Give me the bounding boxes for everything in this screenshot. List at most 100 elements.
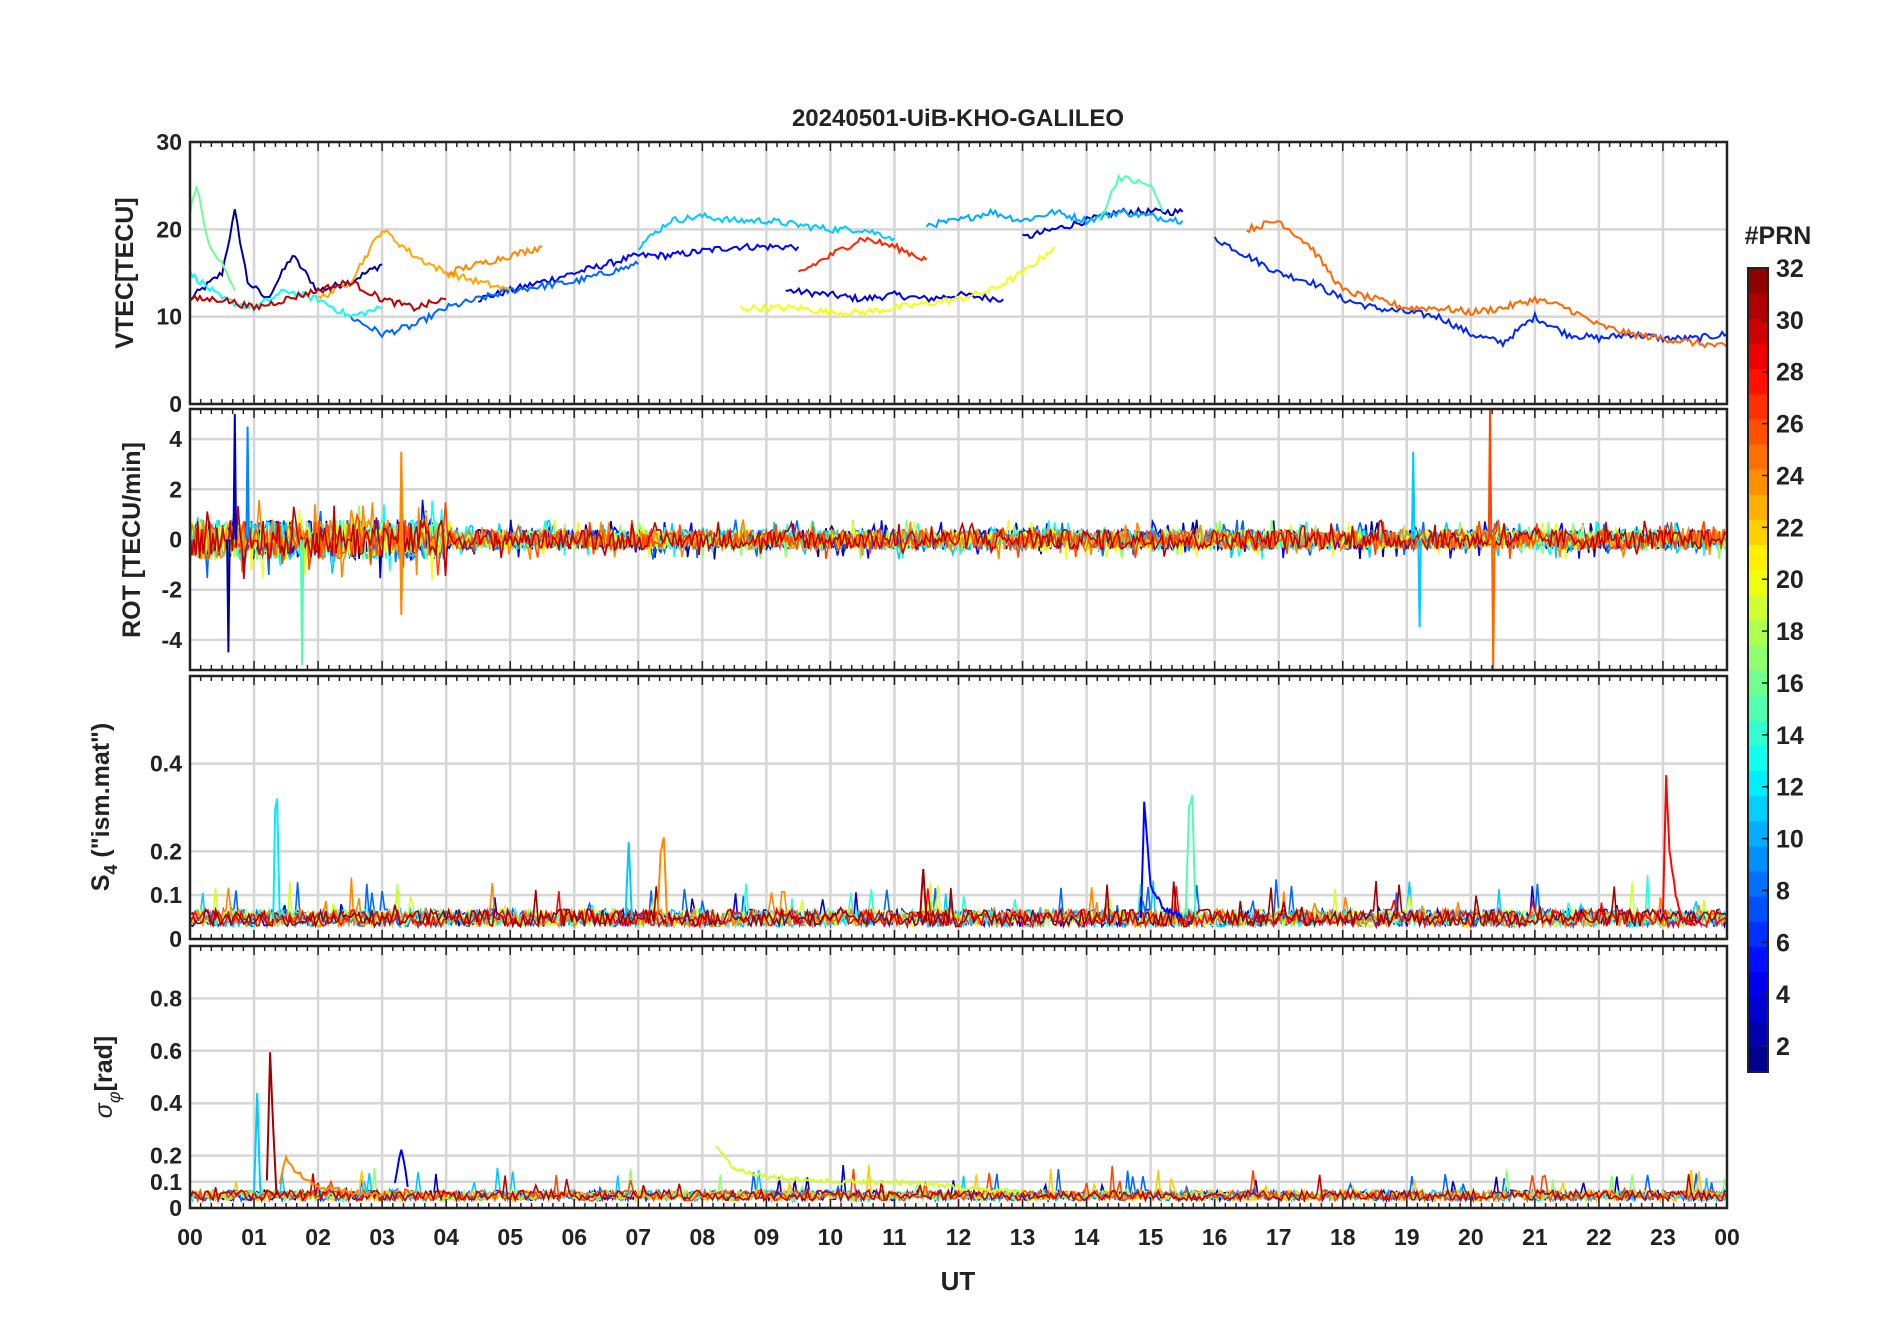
s4-ytick-label: 0 <box>169 926 182 952</box>
sigma-ytick-label: 0.1 <box>150 1169 182 1195</box>
sigma-ytick-label: 0.2 <box>150 1143 182 1169</box>
rot-yticks: -4 -2 0 2 4 <box>162 409 1728 670</box>
colorbar-swatch <box>1748 594 1768 621</box>
colorbar-swatch <box>1748 996 1768 1023</box>
colorbar-tick-label: 4 <box>1776 981 1790 1009</box>
colorbar-tick-label: 30 <box>1776 307 1804 335</box>
colorbar-tick-label: 10 <box>1776 826 1804 854</box>
colorbar-swatch <box>1748 695 1768 721</box>
rot-ylabel: ROT [TECU/min] <box>118 442 146 638</box>
s4-yticks: 0 0.1 0.2 0.4 <box>150 676 1728 952</box>
s4-ylabel: S4 ("ism.mat") <box>87 723 121 892</box>
x-tick-label: 00 <box>177 1224 203 1250</box>
sigma-spike-prn-24 <box>278 1153 383 1199</box>
vtec-series-prn-20 <box>739 246 1056 318</box>
rot-spike-prn-3 <box>232 413 238 540</box>
s4-ytick-label: 0.2 <box>150 838 182 864</box>
colorbar-tick-label: 24 <box>1776 462 1804 490</box>
s4-lines <box>190 775 1727 930</box>
colorbar-swatch <box>1748 268 1768 294</box>
rot-ytick-label: -4 <box>162 627 183 653</box>
vtec-series-prn-25 <box>1246 220 1727 349</box>
vtec-series-prn-4 <box>785 286 1004 304</box>
colorbar-tick-label: 2 <box>1776 1033 1790 1061</box>
colorbar-tick-label: 26 <box>1776 411 1804 439</box>
vtec-lines <box>190 173 1727 349</box>
chart-title: 20240501-UiB-KHO-GALILEO <box>792 105 1124 132</box>
colorbar-swatch <box>1748 293 1768 319</box>
x-tick-label: 12 <box>946 1224 972 1250</box>
s4-ylabel-rest: ("ism.mat") <box>87 723 115 865</box>
colorbar-swatch <box>1748 644 1768 671</box>
vtec-ytick-label: 30 <box>156 129 182 155</box>
rot-ytick-label: 4 <box>169 426 182 452</box>
sigma-spike-prn-11 <box>253 1092 262 1195</box>
colorbar-swatch <box>1748 845 1768 872</box>
panel-s4: 0 0.1 0.2 0.4 S4 ("ism.mat") <box>87 674 1729 952</box>
sigma-ylabel-main: σ <box>90 1102 118 1118</box>
rot-spike-prn-26 <box>1487 409 1493 540</box>
colorbar-swatch <box>1748 519 1768 545</box>
vtec-ytick-label: 0 <box>169 391 182 417</box>
colorbar-swatch <box>1748 971 1768 998</box>
x-tick-label: 03 <box>369 1224 395 1250</box>
x-ticks: 00 01 02 03 04 05 06 07 08 09 10 11 12 13 14 15 16 17 18 19… <box>177 1224 1740 1250</box>
x-axis-label: UT <box>941 1266 976 1296</box>
colorbar-swatch <box>1748 469 1768 495</box>
panel-rot: -4 -2 0 2 4 ROT [TECU/min] <box>118 407 1729 672</box>
colorbar-tick-label: 12 <box>1776 774 1804 802</box>
x-tick-label: 21 <box>1522 1224 1548 1250</box>
s4-series-prn-31 <box>190 880 1727 929</box>
colorbar-swatch <box>1748 871 1768 897</box>
vtec-series-prn-27 <box>797 236 928 273</box>
colorbar-tick-label: 18 <box>1776 618 1804 646</box>
x-tick-label: 07 <box>625 1224 651 1250</box>
s4-spike-prn-11 <box>624 841 633 918</box>
s4-series-prn-8 <box>190 879 1727 930</box>
vtec-series-prn-23 <box>317 228 511 299</box>
s4-ytick-label: 0.1 <box>150 882 182 908</box>
s4-spike-prn-12 <box>272 798 281 920</box>
colorbar-swatch <box>1748 569 1768 596</box>
rot-spike-prn-9 <box>245 426 250 540</box>
s4-ylabel-main: S <box>87 875 115 892</box>
vtec-series-prn-30 <box>190 279 447 313</box>
rot-spike-prn-24 <box>399 451 404 540</box>
x-tick-label: 08 <box>690 1224 716 1250</box>
colorbar-tick-label: 22 <box>1776 514 1804 542</box>
colorbar-tick-label: 28 <box>1776 359 1804 387</box>
x-tick-label: 10 <box>818 1224 844 1250</box>
s4-spike-prn-31 <box>919 869 928 922</box>
rot-spike-prn-2 <box>226 539 231 653</box>
colorbar-frame <box>1747 267 1769 1073</box>
colorbar-swatch <box>1748 544 1768 571</box>
vtec-series-prn-24 <box>445 245 543 276</box>
vtec-series-prn-5 <box>477 242 800 303</box>
rot-ytick-label: 2 <box>169 476 182 502</box>
rot-spike-prn-24 <box>399 539 404 615</box>
vtec-ytick-label: 10 <box>156 304 182 330</box>
colorbar-swatch <box>1748 1021 1768 1048</box>
sigma-ylabel-rest: [rad] <box>90 1036 118 1092</box>
s4-grid <box>190 676 1727 941</box>
colorbar-swatch <box>1748 619 1768 646</box>
colorbar-tick-label: 14 <box>1776 722 1804 750</box>
vtec-series-prn-15 <box>1098 173 1165 222</box>
vtec-yticks: 0 10 20 30 <box>156 129 1728 417</box>
rot-ytick-label: 0 <box>169 527 182 553</box>
colorbar-swatches <box>1748 268 1768 1073</box>
x-tick-label: 00 <box>1714 1224 1740 1250</box>
s4-spike-prn-24 <box>656 837 669 922</box>
colorbar-swatch <box>1748 418 1768 445</box>
colorbar-tick-label: 6 <box>1776 929 1790 957</box>
x-tick-label: 16 <box>1202 1224 1228 1250</box>
sigma-yticks: 00.10.2 0.4 0.6 0.8 <box>150 946 1728 1221</box>
rot-spike-prn-11 <box>1417 539 1422 628</box>
s4-spike-prn-28 <box>1662 775 1696 927</box>
s4-ytick-label: 0.4 <box>150 751 182 777</box>
vtec-series-prn-8 <box>349 260 640 339</box>
colorbar-tick-label: 16 <box>1776 670 1804 698</box>
vtec-series-prn-6 <box>1213 236 1727 349</box>
x-tick-label: 22 <box>1586 1224 1612 1250</box>
